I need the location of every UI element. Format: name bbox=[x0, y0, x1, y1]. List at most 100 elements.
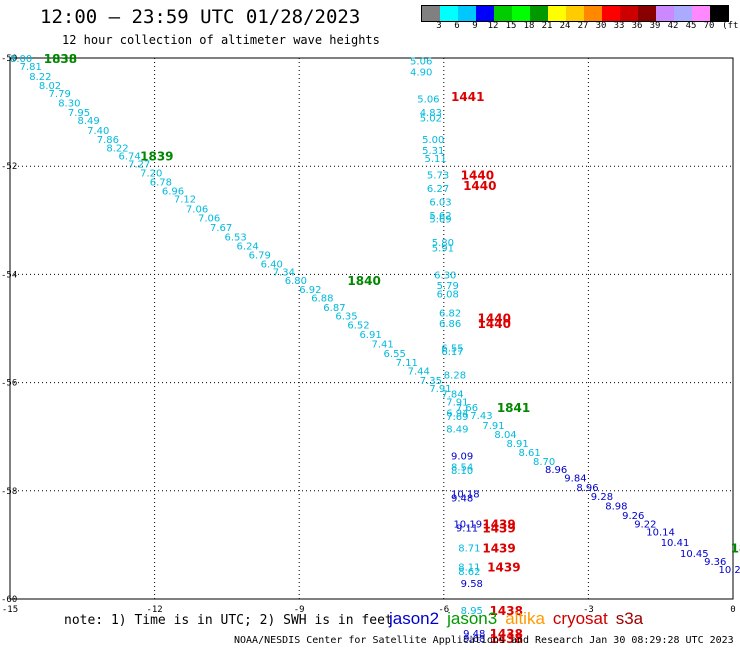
legend-label: 6 bbox=[454, 21, 460, 31]
y-tick-label: -54 bbox=[1, 270, 17, 280]
legend-label: 18 bbox=[523, 21, 535, 31]
legend-label: 15 bbox=[505, 21, 517, 31]
swh-value-vertical: 5.31 bbox=[422, 146, 444, 157]
swh-value-vertical: 9.48 bbox=[463, 629, 485, 640]
swh-value-diagonal: 6.55 bbox=[384, 349, 406, 360]
swh-value-vertical: 5.06 bbox=[410, 57, 432, 68]
swh-value-diagonal: 10.45 bbox=[680, 549, 709, 560]
swh-value-diagonal: 7.40 bbox=[87, 126, 109, 137]
swh-value-diagonal: 7.41 bbox=[372, 340, 394, 351]
swh-value-vertical: 5.73 bbox=[427, 170, 449, 181]
legend-label: 24 bbox=[559, 21, 571, 31]
wave-height-points: 8.007.818.228.027.798.307.958.497.407.86… bbox=[10, 54, 740, 645]
footnote: note: 1) Time is in UTC; 2) SWH is in fe… bbox=[64, 613, 393, 628]
swh-value-vertical: 10.19 bbox=[453, 519, 482, 530]
swh-value-vertical: 9.09 bbox=[451, 452, 473, 463]
color-legend bbox=[421, 5, 729, 22]
x-tick-label: 0 bbox=[730, 605, 735, 615]
swh-value-diagonal: 9.28 bbox=[591, 492, 613, 503]
swh-value-vertical: 8.95 bbox=[461, 606, 483, 617]
swh-value-diagonal: 7.34 bbox=[273, 268, 295, 279]
swh-value-diagonal: 8.22 bbox=[106, 143, 128, 154]
swh-value-diagonal: 7.20 bbox=[140, 169, 162, 180]
swh-value-diagonal: 8.61 bbox=[519, 448, 541, 459]
page-title: 12:00 — 23:59 UTC 01/28/2023 bbox=[40, 6, 361, 28]
swh-value-diagonal: 8.96 bbox=[545, 465, 567, 476]
legend-label: 12 bbox=[487, 21, 499, 31]
swh-value-diagonal: 7.95 bbox=[68, 108, 90, 119]
pass-time-label: 18 bbox=[731, 542, 740, 556]
swh-value-vertical: 8.62 bbox=[458, 567, 480, 578]
swh-value-diagonal: 8.96 bbox=[576, 483, 598, 494]
legend-unit: (ft) bbox=[722, 21, 740, 31]
swh-value-vertical: 6.17 bbox=[441, 347, 463, 358]
swh-value-vertical: 7.91 bbox=[446, 398, 468, 409]
swh-value-diagonal: 8.49 bbox=[77, 116, 99, 127]
pass-time-label: 1840 bbox=[347, 274, 380, 288]
x-tick-label: -9 bbox=[294, 605, 305, 615]
swh-value-diagonal: 6.78 bbox=[150, 177, 172, 188]
y-tick-label: -60 bbox=[1, 595, 17, 605]
legend-label: 33 bbox=[613, 21, 625, 31]
swh-value-diagonal: 8.00 bbox=[10, 54, 32, 65]
legend-swatch bbox=[440, 6, 458, 21]
pass-time-labels: 1838183918401841181441144014401440144014… bbox=[44, 52, 740, 646]
swh-value-diagonal: 10.41 bbox=[661, 538, 690, 549]
swh-value-diagonal: 7.35 bbox=[420, 376, 442, 387]
swh-value-vertical: 5.06 bbox=[417, 95, 439, 106]
swh-value-vertical: 6.86 bbox=[439, 319, 461, 330]
swh-value-vertical: 5.79 bbox=[437, 281, 459, 292]
legend-swatch bbox=[548, 6, 566, 21]
swh-value-diagonal: 6.24 bbox=[237, 242, 259, 253]
swh-value-diagonal: 6.88 bbox=[311, 294, 333, 305]
swh-value-vertical: 7.69 bbox=[446, 412, 468, 423]
legend-swatch bbox=[656, 6, 674, 21]
swh-value-vertical: 6.30 bbox=[434, 270, 456, 281]
satellite-legend: jason2 jason3 altika cryosat s3a bbox=[389, 609, 651, 629]
legend-swatch bbox=[710, 6, 728, 21]
swh-value-vertical: 9.58 bbox=[461, 579, 483, 590]
legend-swatch bbox=[674, 6, 692, 21]
swh-value-diagonal: 8.91 bbox=[506, 439, 528, 450]
swh-value-vertical: 6.55 bbox=[441, 343, 463, 354]
legend-swatch bbox=[602, 6, 620, 21]
swh-value-diagonal: 7.66 bbox=[456, 403, 478, 414]
swh-value-diagonal: 10.2 bbox=[719, 565, 740, 576]
legend-swatch bbox=[512, 6, 530, 21]
swh-value-diagonal: 7.43 bbox=[470, 411, 492, 422]
swh-value-vertical: 5.11 bbox=[425, 154, 447, 165]
legend-label: 36 bbox=[631, 21, 643, 31]
legend-swatch bbox=[458, 6, 476, 21]
legend-swatch bbox=[692, 6, 710, 21]
swh-value-diagonal: 6.74 bbox=[118, 151, 140, 162]
y-tick-label: -52 bbox=[1, 162, 17, 172]
legend-swatch bbox=[584, 6, 602, 21]
swh-value-diagonal: 9.22 bbox=[634, 519, 656, 530]
legend-swatch bbox=[620, 6, 638, 21]
swh-value-vertical: 8.54 bbox=[451, 462, 473, 473]
legend-label: 27 bbox=[577, 21, 589, 31]
swh-value-diagonal: 6.91 bbox=[359, 330, 381, 341]
swh-value-diagonal: 7.44 bbox=[408, 367, 430, 378]
swh-value-diagonal: 6.80 bbox=[285, 276, 307, 287]
pass-time-label: 1438 bbox=[490, 604, 523, 618]
legend-swatch bbox=[422, 6, 440, 21]
swh-value-vertical: 6.08 bbox=[437, 289, 459, 300]
swh-value-vertical: 9.48 bbox=[451, 493, 473, 504]
swh-value-diagonal: 8.98 bbox=[605, 501, 627, 512]
swh-value-vertical: 8.10 bbox=[451, 466, 473, 477]
swh-value-vertical: 6.03 bbox=[429, 197, 451, 208]
y-tick-label: -58 bbox=[1, 487, 17, 497]
swh-value-diagonal: 8.04 bbox=[494, 430, 516, 441]
legend-swatch bbox=[638, 6, 656, 21]
pass-time-label: 1838 bbox=[44, 52, 77, 66]
x-tick-label: -15 bbox=[2, 605, 18, 615]
swh-value-vertical: 8.71 bbox=[458, 544, 480, 555]
satellite-label-altika: altika bbox=[505, 609, 545, 628]
swh-value-diagonal: 10.14 bbox=[646, 527, 675, 538]
swh-value-diagonal: 7.27 bbox=[128, 159, 150, 170]
swh-value-vertical: 8.49 bbox=[446, 425, 468, 436]
swh-value-diagonal: 7.67 bbox=[210, 223, 232, 234]
x-tick-label: -12 bbox=[146, 605, 162, 615]
